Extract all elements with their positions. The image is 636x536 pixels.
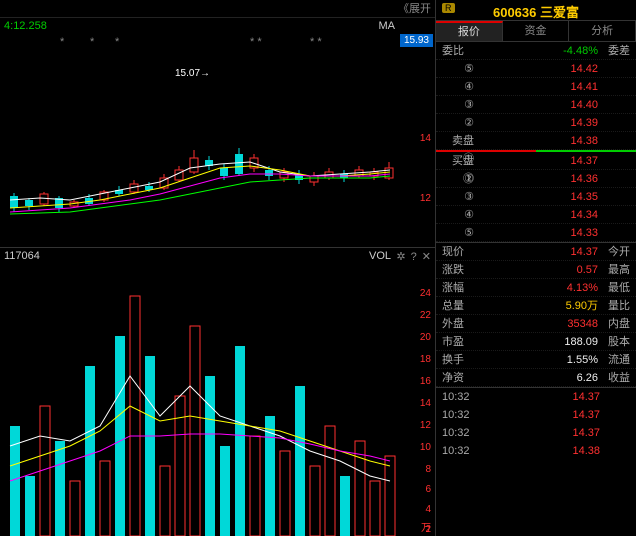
tick-row: 10:3214.37 bbox=[436, 424, 636, 442]
ma-badge: 15.93 bbox=[400, 34, 433, 47]
vol-unit: 万 bbox=[421, 519, 431, 534]
bid-row: 买盘①14.37 bbox=[436, 152, 636, 170]
gear-icon[interactable]: ✲ bbox=[396, 251, 405, 263]
ask-row: ③14.40 bbox=[436, 96, 636, 114]
volume-chart[interactable]: 117064 VOL ✲ ? ✕ 24222018161412108642 万 bbox=[0, 248, 435, 536]
detail-row: 涨跌0.57最高 bbox=[436, 261, 636, 279]
detail-row: 涨幅4.13%最低 bbox=[436, 279, 636, 297]
vol-toolbar: ✲ ? ✕ bbox=[394, 250, 431, 263]
bid-row: ④14.34 bbox=[436, 206, 636, 224]
bid-row: ⑤14.33 bbox=[436, 224, 636, 242]
tick-row: 10:3214.37 bbox=[436, 406, 636, 424]
expand-toggle[interactable]: 《展开 bbox=[0, 0, 435, 18]
tick-row: 10:3214.38 bbox=[436, 442, 636, 460]
vol-label: VOL bbox=[369, 250, 391, 262]
vol-svg bbox=[0, 266, 400, 536]
ask-row: ②14.39 bbox=[436, 114, 636, 132]
candle-header: 4:12.258 bbox=[4, 20, 47, 32]
tab-1[interactable]: 资金 bbox=[503, 21, 570, 41]
vol-header: 117064 bbox=[4, 250, 40, 262]
detail-row: 外盘35348内盘 bbox=[436, 315, 636, 333]
bid-row: ③14.35 bbox=[436, 188, 636, 206]
quote-panel: R 600636 三爱富 报价资金分析 委比 -4.48% 委差 ⑤14.42④… bbox=[436, 0, 636, 536]
candlestick-chart[interactable]: 4:12.258 MA 15.93 **** ** * 15.07→ 1412 bbox=[0, 18, 435, 248]
detail-row: 换手1.55%流通 bbox=[436, 351, 636, 369]
detail-row: 总量5.90万量比 bbox=[436, 297, 636, 315]
ask-row: 卖盘①14.38 bbox=[436, 132, 636, 150]
close-icon[interactable]: ✕ bbox=[422, 251, 431, 263]
quote-tabs: 报价资金分析 bbox=[436, 20, 636, 42]
ask-row: ④14.41 bbox=[436, 78, 636, 96]
stock-title: R 600636 三爱富 bbox=[436, 0, 636, 20]
tab-0[interactable]: 报价 bbox=[436, 21, 503, 41]
detail-row: 净资6.26收益 bbox=[436, 369, 636, 387]
help-icon[interactable]: ? bbox=[411, 251, 417, 263]
margin-badge: R bbox=[442, 3, 455, 13]
ask-row: ⑤14.42 bbox=[436, 60, 636, 78]
stock-code[interactable]: 600636 三爱富 bbox=[493, 5, 579, 20]
ma-label: MA bbox=[379, 20, 396, 32]
chart-panel: 《展开 4:12.258 MA 15.93 **** ** * 15.07→ 1… bbox=[0, 0, 436, 536]
candle-svg bbox=[0, 48, 400, 248]
tab-2[interactable]: 分析 bbox=[569, 21, 636, 41]
detail-row: 市盈188.09股本 bbox=[436, 333, 636, 351]
tick-row: 10:3214.37 bbox=[436, 388, 636, 406]
bid-row: ②14.36 bbox=[436, 170, 636, 188]
detail-row: 现价14.37今开 bbox=[436, 243, 636, 261]
weibi-row: 委比 -4.48% 委差 bbox=[436, 42, 636, 60]
